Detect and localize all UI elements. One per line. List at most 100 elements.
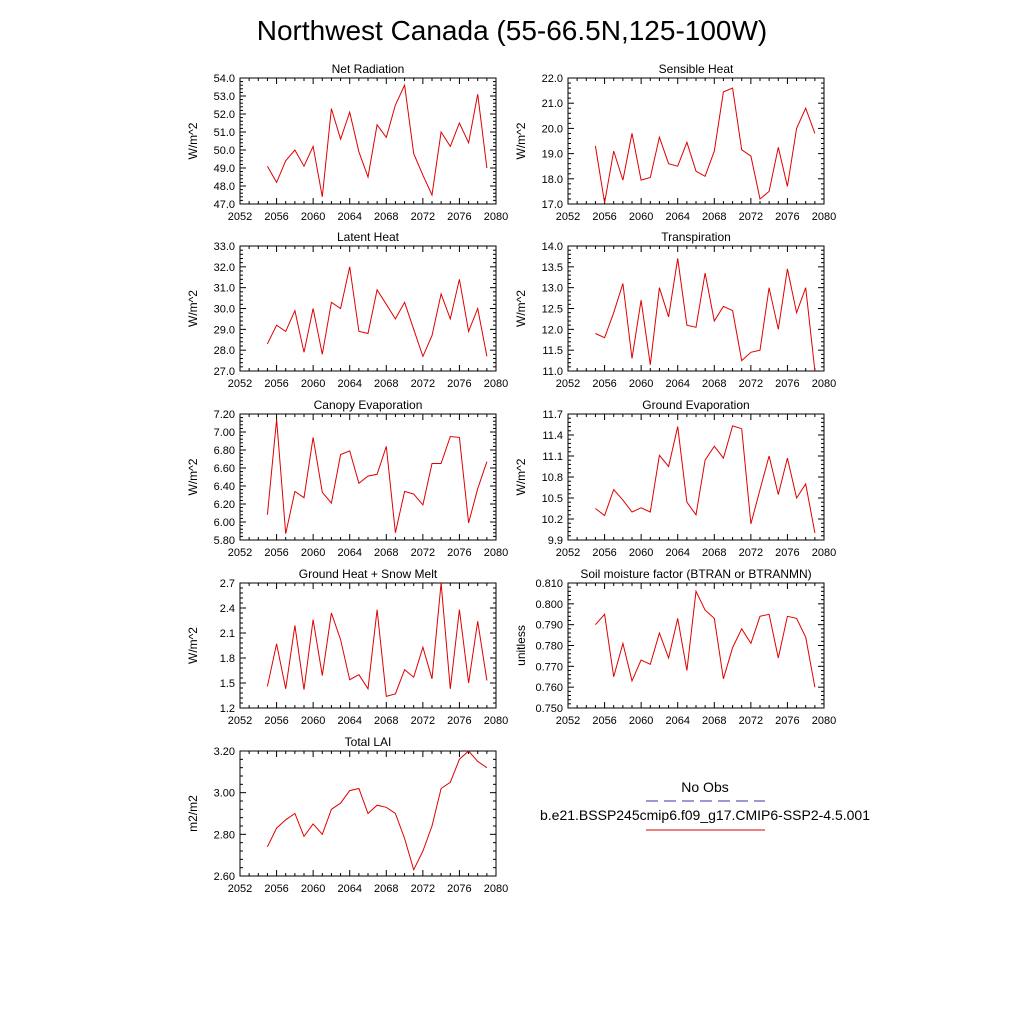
series-line [266, 266, 488, 358]
x-tick-label: 2076 [447, 883, 471, 895]
x-tick-label: 2072 [739, 378, 763, 390]
x-tick-label: 2056 [264, 883, 288, 895]
x-tick-label: 2060 [301, 378, 325, 390]
x-tick-label: 2080 [484, 211, 508, 223]
panel-6: Ground Evaporation W/m^2 2052 2056 2060 2064 2… [514, 398, 836, 559]
y-tick-label: 13.5 [542, 262, 563, 274]
x-tick-label: 2068 [702, 378, 726, 390]
panel-2: Sensible Heat W/m^2 2052 2056 2060 2064 2068 20… [514, 62, 836, 223]
x-tick-label: 2056 [264, 547, 288, 559]
x-tick-label: 2068 [374, 211, 398, 223]
x-tick-label: 2060 [629, 547, 653, 559]
x-tick-label: 2080 [812, 715, 836, 727]
y-tick-label: 2.80 [214, 829, 235, 841]
panel-title: Net Radiation [332, 62, 405, 76]
y-tick-label: 13.0 [542, 283, 563, 295]
x-tick-label: 2064 [337, 547, 361, 559]
y-tick-label: 7.00 [214, 427, 235, 439]
x-tick-label: 2068 [702, 547, 726, 559]
x-tick-label: 2052 [228, 211, 252, 223]
y-tick-label: 2.60 [214, 871, 235, 883]
x-tick-label: 2076 [775, 378, 799, 390]
y-tick-label: 6.40 [214, 481, 235, 493]
y-axis-label: W/m^2 [514, 290, 528, 327]
panel-7: Ground Heat + Snow Melt W/m^2 2052 2056 2060… [186, 567, 508, 727]
panel-5: Canopy Evaporation W/m^2 2052 2056 2060 2064 2… [186, 398, 508, 559]
x-tick-label: 2068 [374, 883, 398, 895]
x-tick-label: 2060 [629, 211, 653, 223]
y-tick-label: 31.0 [214, 283, 235, 295]
x-tick-label: 2052 [228, 547, 252, 559]
y-tick-label: 2.7 [220, 578, 235, 590]
x-tick-label: 2068 [374, 547, 398, 559]
x-tick-label: 2060 [629, 715, 653, 727]
y-tick-label: 6.80 [214, 445, 235, 457]
series-line [266, 750, 488, 872]
x-tick-label: 2068 [374, 715, 398, 727]
x-tick-label: 2068 [374, 378, 398, 390]
x-tick-label: 2068 [702, 715, 726, 727]
y-tick-label: 0.790 [535, 620, 563, 632]
y-tick-label: 3.00 [214, 788, 235, 800]
y-tick-label: 3.20 [214, 746, 235, 758]
x-tick-label: 2072 [739, 211, 763, 223]
y-tick-label: 27.0 [214, 366, 235, 378]
y-tick-label: 5.80 [214, 535, 235, 547]
y-axis-label: W/m^2 [186, 290, 200, 327]
x-tick-label: 2080 [812, 547, 836, 559]
y-tick-label: 12.0 [542, 324, 563, 336]
y-tick-label: 11.4 [542, 430, 563, 442]
x-tick-label: 2056 [592, 715, 616, 727]
x-tick-label: 2052 [228, 883, 252, 895]
x-tick-label: 2080 [484, 715, 508, 727]
x-tick-label: 2052 [556, 211, 580, 223]
y-tick-label: 12.5 [542, 304, 563, 316]
series-line [266, 419, 488, 534]
y-tick-label: 11.7 [542, 409, 563, 421]
y-tick-label: 10.2 [542, 514, 563, 526]
x-tick-label: 2080 [812, 211, 836, 223]
x-tick-label: 2056 [264, 211, 288, 223]
y-tick-label: 0.750 [535, 703, 563, 715]
panel-frame [567, 245, 825, 372]
panel-frame [239, 77, 497, 205]
y-tick-label: 0.780 [535, 641, 563, 653]
x-tick-label: 2056 [592, 547, 616, 559]
panel-3: Latent Heat W/m^2 2052 2056 2060 2064 2068 2072… [186, 230, 508, 390]
series-line [266, 582, 488, 697]
y-tick-label: 11.5 [542, 345, 563, 357]
y-axis-label: W/m^2 [186, 458, 200, 495]
panel-9: Total LAI m2/m2 2052 2056 2060 2064 2068 2072 20… [186, 735, 508, 895]
x-tick-label: 2060 [629, 378, 653, 390]
panel-title: Ground Evaporation [642, 398, 749, 412]
y-tick-label: 32.0 [214, 262, 235, 274]
panel-title: Sensible Heat [659, 62, 734, 76]
y-tick-label: 1.8 [220, 653, 235, 665]
panel-title: Total LAI [345, 735, 392, 749]
x-tick-label: 2060 [301, 883, 325, 895]
y-axis-label: W/m^2 [514, 122, 528, 159]
x-tick-label: 2076 [775, 211, 799, 223]
y-tick-label: 54.0 [214, 73, 235, 85]
x-tick-label: 2068 [702, 211, 726, 223]
series-line [266, 83, 488, 197]
y-tick-label: 51.0 [214, 127, 235, 139]
panel-frame [239, 413, 497, 541]
x-tick-label: 2076 [447, 715, 471, 727]
panel-title: Latent Heat [337, 230, 400, 244]
y-tick-label: 6.60 [214, 463, 235, 475]
series-line [595, 589, 816, 688]
x-tick-label: 2076 [447, 378, 471, 390]
x-tick-label: 2064 [665, 547, 689, 559]
y-axis-label: m2/m2 [186, 795, 200, 832]
panel-4: Transpiration W/m^2 2052 2056 2060 2064 2068 20… [514, 230, 836, 390]
x-tick-label: 2060 [301, 547, 325, 559]
panel-8: Soil moisture factor (BTRAN or BTRANMN) u… [514, 567, 836, 727]
x-tick-label: 2076 [447, 211, 471, 223]
x-tick-label: 2080 [484, 883, 508, 895]
y-tick-label: 49.0 [214, 163, 235, 175]
x-tick-label: 2064 [665, 715, 689, 727]
series-line [595, 425, 816, 534]
x-tick-label: 2076 [447, 547, 471, 559]
